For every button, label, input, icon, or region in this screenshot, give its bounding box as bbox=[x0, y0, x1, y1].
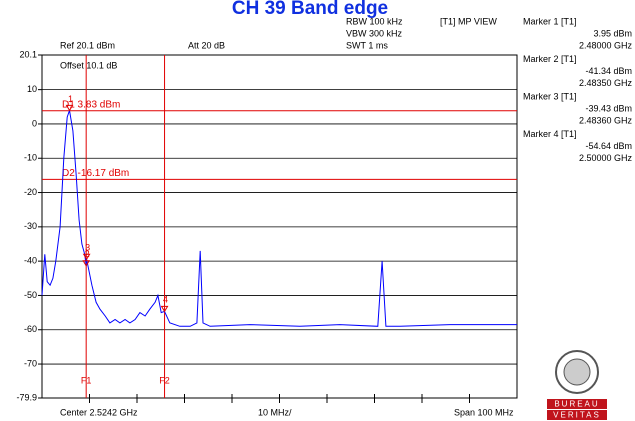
marker-name: Marker 4 [T1] bbox=[523, 129, 577, 139]
marker-level: -41.34 dBm bbox=[585, 66, 632, 76]
marker-point bbox=[160, 305, 169, 313]
view: [T1] MP VIEW bbox=[440, 16, 497, 26]
display-line-label: D2 -16.17 dBm bbox=[62, 168, 129, 179]
y-tick-label: 0 bbox=[32, 118, 37, 128]
attenuation: Att 20 dB bbox=[188, 40, 225, 50]
marker-frequency: 2.48000 GHz bbox=[579, 40, 633, 50]
logo-text: BUREAU bbox=[554, 400, 599, 409]
y-tick-label: -20 bbox=[24, 187, 37, 197]
logo-seal-inner bbox=[563, 358, 591, 386]
marker-name: Marker 2 [T1] bbox=[523, 54, 577, 64]
marker-frequency: 2.48350 GHz bbox=[579, 78, 633, 88]
marker-point bbox=[82, 260, 91, 267]
y-tick-label: -79.9 bbox=[16, 392, 37, 402]
marker-level: 3.95 dBm bbox=[593, 28, 632, 38]
y-tick-label: -40 bbox=[24, 256, 37, 266]
marker-point bbox=[65, 104, 74, 112]
marker-name: Marker 1 [T1] bbox=[523, 16, 577, 26]
span: Span 100 MHz bbox=[454, 407, 514, 417]
logo: BUREAU VERITAS bbox=[547, 350, 607, 420]
y-tick-label: -70 bbox=[24, 358, 37, 368]
vbw: VBW 300 kHz bbox=[346, 28, 403, 38]
division: 10 MHz/ bbox=[258, 407, 292, 417]
frequency-line-label: F1 bbox=[81, 375, 92, 385]
y-tick-label: -10 bbox=[24, 153, 37, 163]
marker-id: 3 bbox=[85, 243, 90, 253]
y-tick-label: 10 bbox=[27, 84, 37, 94]
y-tick-label: -50 bbox=[24, 290, 37, 300]
marker-level: -54.64 dBm bbox=[585, 141, 632, 151]
rbw: RBW 100 kHz bbox=[346, 16, 403, 26]
marker-name: Marker 3 [T1] bbox=[523, 91, 577, 101]
swt: SWT 1 ms bbox=[346, 40, 388, 50]
trace bbox=[41, 110, 517, 327]
chart-title: CH 39 Band edge bbox=[232, 0, 388, 19]
marker-point bbox=[82, 253, 91, 261]
offset: Offset 10.1 dB bbox=[60, 60, 117, 70]
marker-level: -39.43 dBm bbox=[585, 103, 632, 113]
logo-band bbox=[547, 410, 607, 420]
marker-frequency: 2.48360 GHz bbox=[579, 115, 633, 125]
display-line-label: D1 3.83 dBm bbox=[62, 99, 120, 110]
y-tick-label: -60 bbox=[24, 324, 37, 334]
center-freq: Center 2.5242 GHz bbox=[60, 407, 138, 417]
logo-text: VERITAS bbox=[553, 411, 601, 420]
marker-frequency: 2.50000 GHz bbox=[579, 153, 633, 163]
marker-id: 4 bbox=[163, 295, 168, 305]
marker-id: 1 bbox=[68, 94, 73, 104]
frequency-line-label: F2 bbox=[159, 375, 170, 385]
y-tick-label: 20.1 bbox=[19, 49, 37, 59]
y-tick-label: -30 bbox=[24, 221, 37, 231]
logo-band bbox=[547, 399, 607, 409]
ref-level: Ref 20.1 dBm bbox=[60, 40, 115, 50]
